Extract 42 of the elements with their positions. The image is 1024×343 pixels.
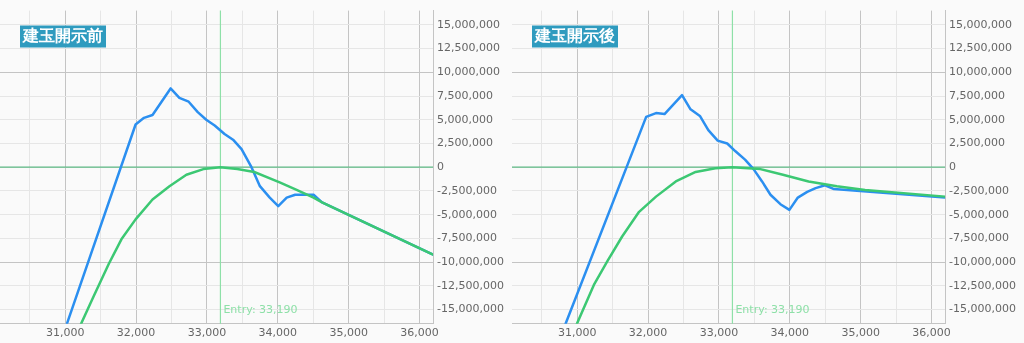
y-tick-label: -12,500,000 [437, 278, 504, 292]
y-tick-label: 15,000,000 [949, 17, 1013, 31]
y-tick-label: -15,000,000 [437, 302, 504, 316]
x-tick-label: 36,000 [400, 326, 439, 340]
y-tick-label: -15,000,000 [949, 302, 1016, 316]
y-tick-label: 10,000,000 [437, 65, 501, 79]
y-tick-label: 5,000,000 [949, 112, 1006, 126]
y-tick-label: -7,500,000 [437, 231, 497, 245]
y-tick-label: -2,500,000 [437, 183, 497, 197]
y-tick-label: 5,000,000 [437, 112, 494, 126]
x-tick-label: 34,000 [770, 326, 810, 340]
x-tick-label: 31,000 [45, 326, 85, 340]
x-tick-label: 35,000 [329, 326, 368, 340]
y-tick-label: 0 [949, 160, 957, 174]
x-tick-label: 36,000 [912, 326, 951, 340]
y-tick-label: 2,500,000 [437, 136, 494, 150]
text: 建玉開示後 [533, 25, 615, 45]
ref-line-label: Entry: 33,190 [735, 303, 810, 317]
x-tick-label: 35,000 [841, 326, 880, 340]
x-tick-label: 33,000 [699, 326, 739, 340]
x-tick-label: 32,000 [628, 326, 668, 340]
y-tick-label: 0 [437, 160, 445, 174]
y-tick-label: -12,500,000 [949, 278, 1016, 292]
text: 建玉開示前 [21, 25, 103, 45]
y-tick-label: 12,500,000 [949, 41, 1013, 55]
x-tick-label: 33,000 [187, 326, 227, 340]
ref-line-label: Entry: 33,190 [223, 303, 298, 317]
y-tick-label: -7,500,000 [949, 231, 1009, 245]
y-tick-label: -5,000,000 [437, 207, 497, 221]
y-tick-label: 10,000,000 [949, 65, 1013, 79]
y-tick-label: -10,000,000 [949, 254, 1016, 268]
y-tick-label: -5,000,000 [949, 207, 1009, 221]
x-tick-label: 31,000 [557, 326, 597, 340]
y-tick-label: -2,500,000 [949, 183, 1009, 197]
x-tick-label: 32,000 [116, 326, 156, 340]
x-tick-label: 34,000 [258, 326, 298, 340]
y-tick-label: -10,000,000 [437, 254, 504, 268]
y-tick-label: 7,500,000 [949, 88, 1006, 102]
y-tick-label: 15,000,000 [437, 17, 501, 31]
y-tick-label: 7,500,000 [437, 88, 494, 102]
y-tick-label: 12,500,000 [437, 41, 501, 55]
y-tick-label: 2,500,000 [949, 136, 1006, 150]
